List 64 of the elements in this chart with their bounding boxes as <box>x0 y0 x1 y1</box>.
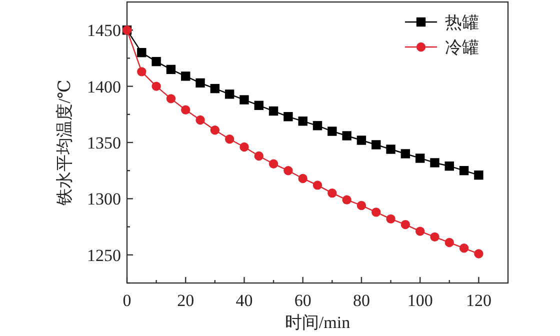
point <box>400 149 410 158</box>
point <box>210 84 220 94</box>
point <box>224 90 234 99</box>
x-tick-label: 0 <box>122 291 132 310</box>
point <box>312 180 322 190</box>
point <box>415 226 425 236</box>
point <box>284 112 293 122</box>
point <box>430 232 440 242</box>
point <box>254 151 264 161</box>
point <box>328 188 337 198</box>
point <box>474 249 484 258</box>
point <box>224 134 234 144</box>
point <box>372 208 381 217</box>
x-tick-label: 80 <box>352 291 370 310</box>
point <box>137 67 146 76</box>
point <box>181 72 190 81</box>
point <box>386 144 396 154</box>
x-tick-label: 60 <box>294 291 312 310</box>
point <box>181 105 190 115</box>
point <box>268 159 278 168</box>
point <box>284 166 293 176</box>
point <box>210 126 220 135</box>
point <box>444 238 454 248</box>
point <box>196 115 205 125</box>
point <box>240 95 249 104</box>
point <box>268 106 278 116</box>
point <box>386 214 396 224</box>
y-tick-label: 1450 <box>87 21 121 40</box>
point <box>342 131 352 140</box>
point <box>459 244 469 253</box>
point <box>254 100 264 110</box>
x-tick-label: 120 <box>466 291 492 310</box>
legend-label: 冷罐 <box>445 38 479 57</box>
legend-label: 热罐 <box>445 13 479 32</box>
point <box>444 162 454 171</box>
point <box>152 56 161 66</box>
point <box>459 166 469 176</box>
point <box>298 174 308 184</box>
point <box>166 94 176 104</box>
point <box>240 142 249 152</box>
point <box>415 154 425 163</box>
point <box>430 158 440 168</box>
x-tick-label: 20 <box>177 291 194 310</box>
point <box>152 82 161 91</box>
point <box>356 136 366 145</box>
y-tick-label: 1400 <box>87 77 121 96</box>
point <box>328 126 337 136</box>
x-axis-title: 时间/min <box>284 313 351 332</box>
y-tick-label: 1300 <box>87 190 121 209</box>
point <box>137 48 146 58</box>
point <box>342 195 352 204</box>
y-tick-label: 1350 <box>87 134 121 152</box>
point <box>312 121 322 130</box>
point <box>298 116 308 126</box>
x-tick-label: 100 <box>407 291 433 310</box>
x-tick-label: 40 <box>236 291 253 310</box>
point <box>196 78 205 88</box>
point <box>474 170 484 180</box>
y-tick-label: 1250 <box>87 246 121 265</box>
point <box>356 200 366 210</box>
y-axis-title: 铁水平均温度/℃ <box>55 80 74 206</box>
point <box>372 140 381 150</box>
point <box>400 220 410 230</box>
point <box>166 64 176 74</box>
